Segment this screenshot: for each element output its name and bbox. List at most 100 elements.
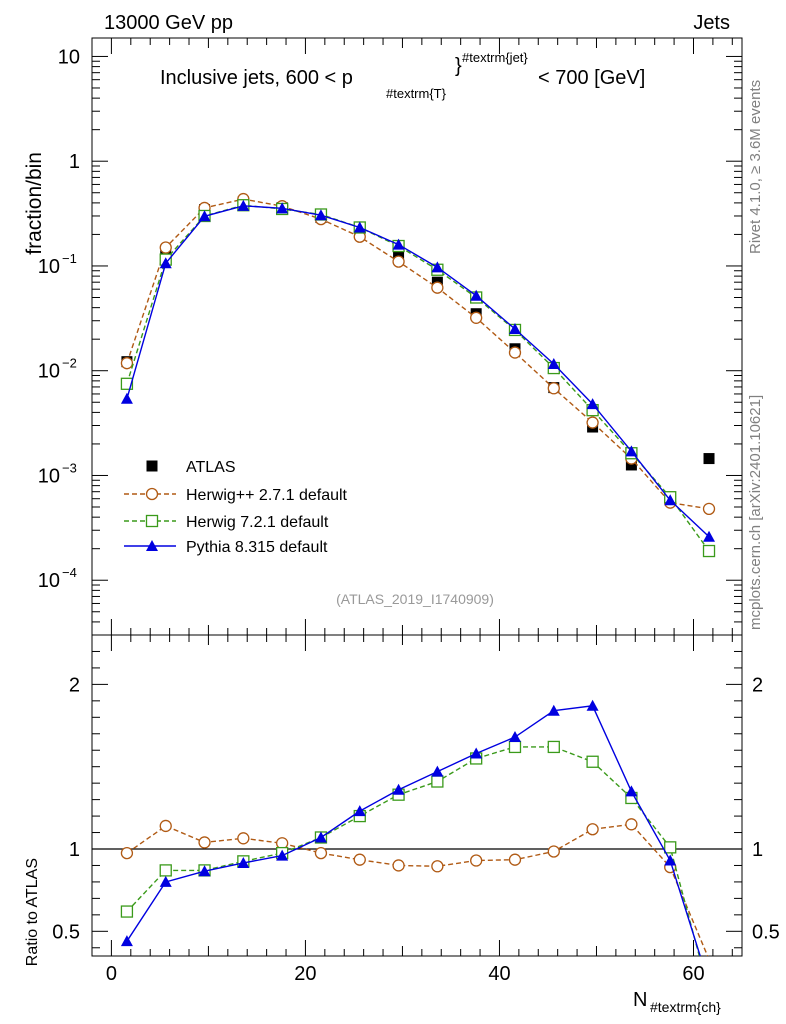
main-ytick-exponent: −4 (62, 565, 77, 580)
main-point (159, 241, 172, 254)
ratio-point (431, 860, 444, 873)
ratio-point (198, 836, 211, 849)
ratio-ytick-label-right: 0.5 (752, 921, 780, 943)
ratio-point (159, 875, 172, 887)
main-point (702, 544, 716, 558)
ratio-point (470, 747, 483, 759)
ratio-point (625, 785, 638, 797)
main-ytick-label: 10 (38, 361, 60, 383)
ratio-series-line (126, 746, 701, 956)
main-ytick-label: 10 (38, 570, 60, 592)
ratio-point (392, 859, 405, 872)
ratio-frame (91, 634, 743, 957)
main-point (508, 346, 522, 359)
rivet-label: Rivet 4.1.0, ≥ 3.6M events (747, 80, 764, 254)
main-point (159, 257, 172, 269)
main-title-part1: Inclusive jets, 600 < p (160, 67, 353, 89)
ratio-point (276, 849, 289, 861)
main-point (314, 209, 327, 221)
ratio-point (664, 854, 677, 866)
ratio-point (508, 853, 522, 866)
ratio-point (664, 841, 677, 854)
ratio-series-2 (120, 699, 701, 956)
main-point (431, 281, 444, 294)
main-point (392, 255, 405, 268)
mcplots-label: mcplots.cern.ch [arXiv:2401.10621] (747, 395, 764, 630)
legend-item-0: ATLAS (146, 459, 236, 476)
legend-label: Pythia 8.315 default (186, 539, 328, 556)
main-point (276, 202, 289, 214)
header-left: 13000 GeV pp (104, 12, 233, 34)
legend-item-1: Herwig++ 2.7.1 default (124, 487, 348, 504)
main-point (120, 392, 133, 404)
ratio-point (237, 856, 250, 868)
ratio-point (159, 819, 172, 833)
main-title-brace: } (455, 55, 462, 77)
ratio-point (547, 740, 560, 754)
ratio-series-0 (120, 818, 709, 956)
ratio-point (353, 853, 366, 866)
legend-marker (146, 540, 158, 551)
ratio-ytick-label: 1 (69, 839, 80, 861)
main-point (547, 357, 560, 369)
main-point (470, 289, 483, 301)
main-point (120, 357, 134, 370)
main-point (237, 199, 250, 211)
ratio-point (392, 783, 405, 795)
main-point (198, 210, 211, 222)
main-ytick-exponent: −3 (62, 460, 77, 475)
main-ytick-exponent: −2 (62, 356, 77, 371)
main-point (664, 494, 677, 506)
ratio-point (120, 905, 134, 918)
ratio-point (586, 699, 599, 711)
main-ytick-label: 10 (58, 46, 80, 68)
ratio-point (586, 755, 599, 768)
main-point (508, 323, 521, 335)
main-series-3 (120, 199, 716, 542)
ratio-point (508, 731, 521, 743)
main-point (586, 398, 599, 410)
ratio-point (431, 765, 444, 777)
ratio-point (237, 832, 250, 845)
main-point (586, 416, 599, 429)
ratio-point (159, 864, 172, 877)
ratio-point (547, 845, 560, 858)
ratio-xtick-label: 60 (682, 963, 704, 985)
main-title-tail: < 700 [GeV] (538, 67, 645, 89)
main-ytick-label: 10 (38, 465, 60, 487)
ratio-point (120, 846, 134, 860)
ratio-point (508, 740, 522, 754)
legend-marker (145, 514, 159, 528)
ratio-point (547, 704, 560, 716)
main-title: Inclusive jets, 600 < p #textrm{T} #text… (160, 50, 645, 101)
legend-item-2: Herwig 7.2.1 default (124, 514, 329, 531)
ratio-series-line (126, 823, 709, 956)
ratio-point (470, 854, 483, 867)
main-point (625, 445, 638, 457)
main-ytick-label: 1 (69, 151, 80, 173)
ratio-point (586, 823, 599, 836)
ratio-point (625, 818, 638, 831)
ratio-xtick-label: 20 (294, 963, 316, 985)
ratio-xtick-label: 0 (106, 963, 117, 985)
ratio-plot: 0.5 0.51 12 20 20 40 60 (52, 634, 780, 985)
main-ytick-label: 10 (38, 256, 60, 278)
legend-marker (145, 487, 159, 501)
ratio-ylabel: Ratio to ATLAS (24, 858, 41, 966)
legend-item-3: Pythia 8.315 default (124, 539, 328, 556)
main-series-line (126, 198, 710, 510)
ratio-series-1 (120, 740, 701, 956)
ratio-ytick-label: 2 (69, 674, 80, 696)
ratio-ytick-label-right: 2 (752, 674, 763, 696)
legend-marker (146, 460, 158, 472)
main-point (703, 530, 716, 542)
ratio-ytick-label: 0.5 (52, 921, 80, 943)
ratio-point (431, 775, 444, 788)
main-point (353, 221, 366, 233)
ratio-xlabel-main: N (633, 989, 647, 1011)
legend-label: ATLAS (186, 459, 236, 476)
ratio-series-line (126, 705, 701, 956)
main-point (625, 459, 637, 471)
main-ylabel: fraction/bin (23, 152, 46, 255)
